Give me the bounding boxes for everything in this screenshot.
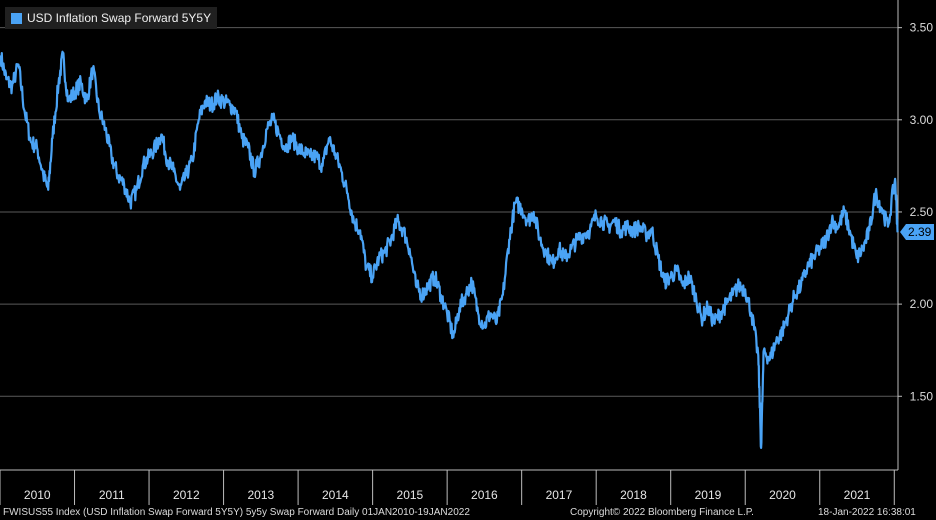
- x-tick-label: 2021: [844, 488, 871, 502]
- x-tick-label: 2017: [546, 488, 573, 502]
- footer-copyright: Copyright© 2022 Bloomberg Finance L.P.: [570, 507, 754, 518]
- x-tick-label: 2014: [322, 488, 349, 502]
- x-tick-label: 2012: [173, 488, 200, 502]
- x-tick-label: 2018: [620, 488, 647, 502]
- last-value-label: 2.39: [908, 225, 932, 239]
- y-tick-label: 2.00: [910, 297, 934, 311]
- legend-swatch: [11, 12, 22, 24]
- legend-label: USD Inflation Swap Forward 5Y5Y: [27, 11, 212, 25]
- footer-source: FWISUS55 Index (USD Inflation Swap Forwa…: [3, 507, 470, 518]
- x-tick-label: 2010: [24, 488, 51, 502]
- footer-timestamp: 18-Jan-2022 16:38:01: [818, 507, 916, 518]
- x-tick-label: 2016: [471, 488, 498, 502]
- x-tick-label: 2013: [247, 488, 274, 502]
- x-tick-label: 2015: [397, 488, 424, 502]
- x-axis-band: [0, 470, 936, 506]
- footer: FWISUS55 Index (USD Inflation Swap Forwa…: [0, 506, 936, 520]
- y-tick-label: 3.00: [910, 113, 934, 127]
- x-tick-label: 2011: [99, 488, 125, 502]
- last-value-badge: 2.39: [900, 223, 934, 241]
- x-tick-label: 2019: [695, 488, 722, 502]
- legend: USD Inflation Swap Forward 5Y5Y: [5, 7, 218, 29]
- x-tick-label: 2020: [769, 488, 796, 502]
- y-tick-label: 2.50: [910, 205, 934, 219]
- y-tick-label: 1.50: [910, 389, 934, 403]
- y-tick-label: 3.50: [910, 21, 934, 35]
- last-value-badge-shape: [900, 224, 934, 240]
- series-line: [0, 50, 899, 449]
